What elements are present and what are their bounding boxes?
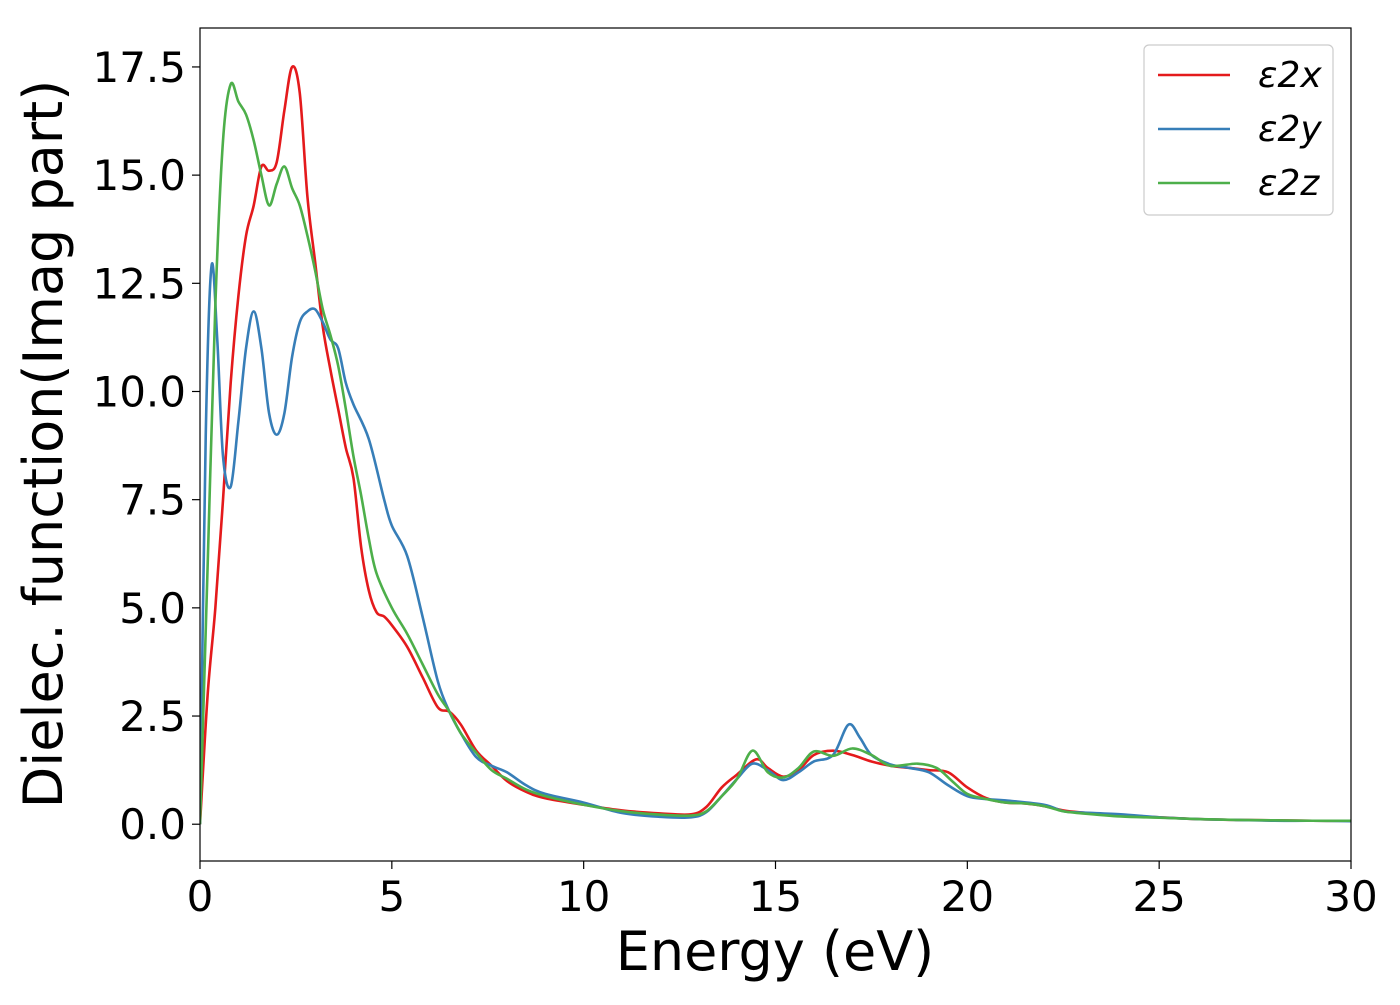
legend: ε2x ε2y ε2z bbox=[1143, 44, 1334, 216]
series-line-2 bbox=[200, 262, 1351, 825]
series-layer bbox=[200, 65, 1351, 825]
y-axis: 0.0 2.5 5.0 7.5 10.0 12.5 15.0 17.5 bbox=[92, 43, 200, 849]
x-tick-label: 10 bbox=[557, 872, 610, 921]
x-tick-label: 0 bbox=[187, 872, 214, 921]
y-tick-label: 0.0 bbox=[119, 800, 186, 849]
x-tick-label: 30 bbox=[1324, 872, 1377, 921]
x-axis-label: Energy (eV) bbox=[616, 920, 935, 983]
legend-box bbox=[1143, 44, 1334, 216]
y-tick-label: 12.5 bbox=[92, 259, 186, 308]
x-tick-label: 25 bbox=[1132, 872, 1185, 921]
y-tick-label: 7.5 bbox=[119, 476, 186, 525]
y-tick-label: 10.0 bbox=[92, 367, 186, 416]
y-tick-label: 15.0 bbox=[92, 151, 186, 200]
legend-label: ε2y bbox=[1258, 109, 1322, 150]
legend-label: ε2x bbox=[1258, 55, 1322, 96]
x-tick-label: 20 bbox=[941, 872, 994, 921]
legend-entries: ε2x ε2y ε2z bbox=[1158, 55, 1322, 204]
x-tick-label: 5 bbox=[378, 872, 405, 921]
series-line-3 bbox=[200, 81, 1351, 825]
x-tick-label: 15 bbox=[749, 872, 802, 921]
y-tick-label: 17.5 bbox=[92, 43, 186, 92]
y-tick-label: 2.5 bbox=[119, 692, 186, 741]
legend-label: ε2z bbox=[1258, 163, 1320, 204]
y-tick-label: 5.0 bbox=[119, 584, 186, 633]
y-axis-label: Dielec. function(Imag part) bbox=[12, 80, 75, 809]
x-axis: 0 5 10 15 20 25 30 bbox=[187, 861, 1378, 921]
